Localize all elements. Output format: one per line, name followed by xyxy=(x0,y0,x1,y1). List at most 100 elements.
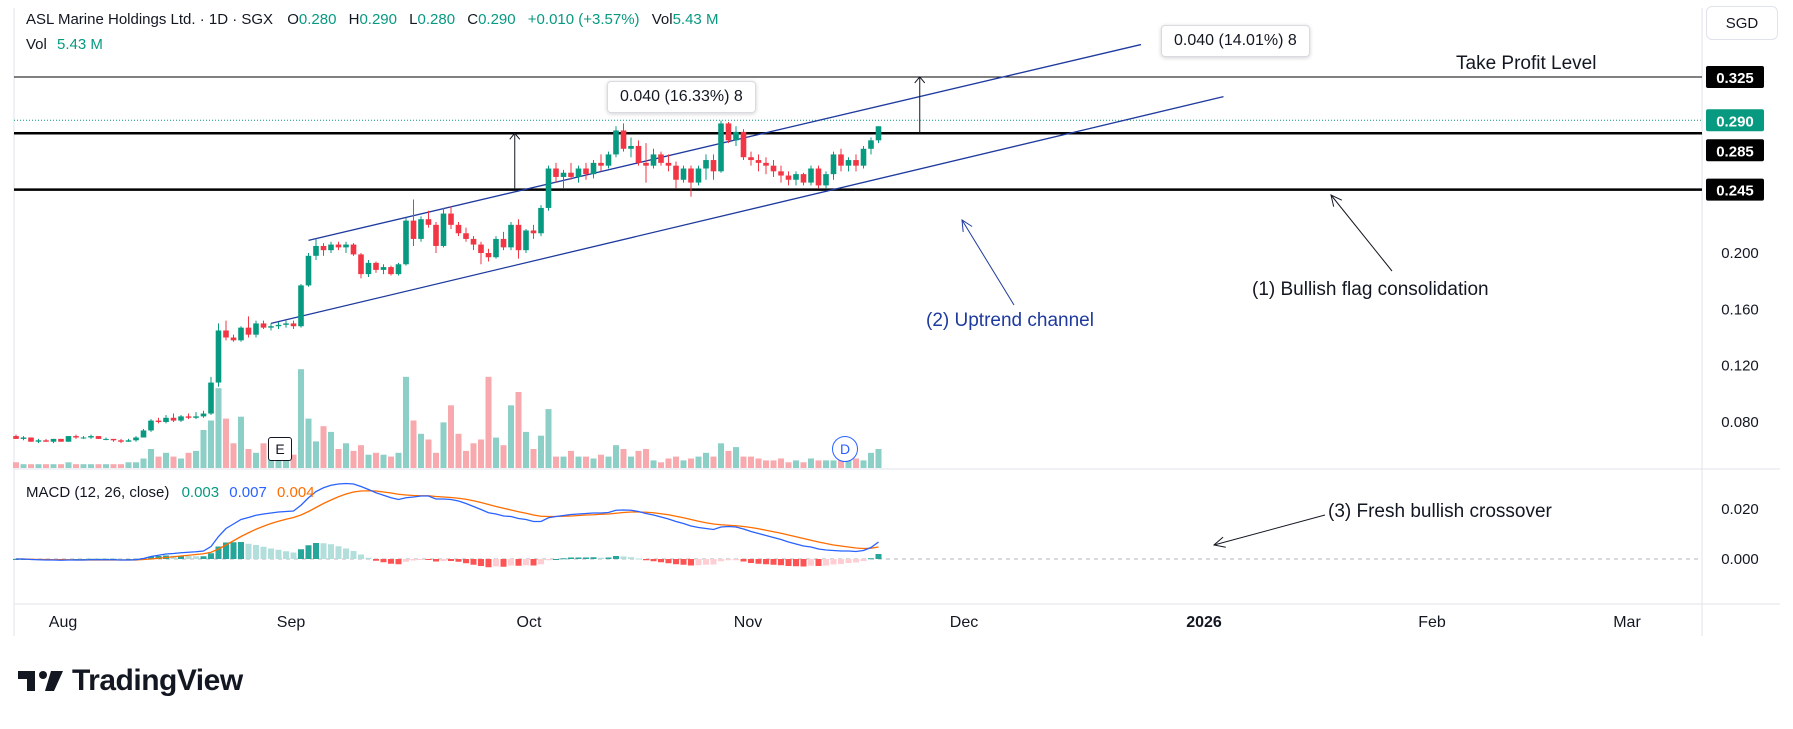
volume-bar xyxy=(73,464,79,468)
macd-histogram-bar xyxy=(733,559,739,561)
volume-bar xyxy=(650,460,657,468)
candle-body xyxy=(455,224,462,234)
macd-histogram-bar xyxy=(395,559,402,565)
annotation-arrows[interactable] xyxy=(961,194,1393,548)
candle-body xyxy=(793,174,799,180)
volume-bar xyxy=(320,426,327,468)
tradingview-logo-icon xyxy=(18,671,63,691)
macd-histogram-bar xyxy=(403,559,409,562)
macd-histogram-bar xyxy=(215,546,222,559)
volume-bar xyxy=(418,433,424,468)
macd-histogram-bar xyxy=(275,549,282,559)
uptrend-arrow xyxy=(961,219,1015,306)
candle-body xyxy=(260,323,267,328)
candle-body xyxy=(770,165,777,172)
candle-body xyxy=(95,436,102,439)
macd-histogram-bar xyxy=(725,559,732,561)
candle-body xyxy=(523,230,529,251)
volume-bar xyxy=(605,456,612,468)
horizontal-levels[interactable] xyxy=(14,76,1702,191)
measure-label-2[interactable]: 0.040 (14.01%) 8 xyxy=(1161,25,1310,57)
candle-body xyxy=(508,224,514,248)
volume-bar xyxy=(793,460,799,468)
candle-body xyxy=(328,244,334,251)
volume-bar xyxy=(463,450,469,468)
volume-bar xyxy=(200,430,207,468)
macd-histogram-bar xyxy=(463,559,469,564)
volume-bars xyxy=(13,369,882,468)
macd-legend[interactable]: MACD (12, 26, close) 0.003 0.007 0.004 xyxy=(26,484,315,501)
macd-histogram-bar xyxy=(193,556,199,559)
volume-bar xyxy=(88,464,94,468)
macd-histogram-bar xyxy=(680,559,687,565)
macd-histogram-bar xyxy=(418,559,424,560)
take-profit-label[interactable]: Take Profit Level xyxy=(1456,53,1597,74)
price-tick-label: 0.120 xyxy=(1721,358,1759,375)
earnings-marker[interactable]: E xyxy=(268,437,292,461)
macd-histogram-bar xyxy=(283,551,289,559)
macd-histogram-bar xyxy=(673,559,679,565)
volume-bar xyxy=(43,464,49,468)
volume-bar xyxy=(140,458,147,468)
volume-bar xyxy=(455,433,462,468)
volume-bar xyxy=(770,460,777,468)
candle-body xyxy=(268,326,274,328)
volume-legend-value: 5.43 M xyxy=(57,36,103,53)
volume-bar xyxy=(365,454,372,468)
macd-histogram-bar xyxy=(508,559,514,566)
candle-body xyxy=(560,172,567,177)
candle-body xyxy=(58,438,64,442)
candle-body xyxy=(290,323,297,327)
macd-histogram-bar xyxy=(538,559,544,565)
symbol-name[interactable]: ASL Marine Holdings Ltd. · 1D · SGX xyxy=(26,11,274,28)
volume-bar xyxy=(305,418,312,468)
symbol-header: ASL Marine Holdings Ltd. · 1D · SGX O0.2… xyxy=(26,11,718,28)
macd-histogram-bar xyxy=(740,559,747,562)
candle-body xyxy=(815,168,822,186)
bullish-flag-label[interactable]: (1) Bullish flag consolidation xyxy=(1252,279,1489,300)
volume-bar xyxy=(35,464,42,468)
candle-body xyxy=(695,168,702,183)
candle-body xyxy=(110,438,117,441)
macd-histogram-bar xyxy=(665,559,672,564)
dividend-marker[interactable]: D xyxy=(832,436,858,462)
macd-histogram-bar xyxy=(425,559,432,560)
measure-arrowhead xyxy=(509,132,521,140)
macd-histogram-bar xyxy=(320,543,327,559)
macd-histogram-bar xyxy=(845,559,852,563)
macd-histogram-bar xyxy=(335,546,342,559)
volume-bar xyxy=(343,443,349,468)
volume-bar xyxy=(358,445,364,468)
volume-bar xyxy=(515,392,522,468)
candle-body xyxy=(395,264,402,275)
tradingview-logo[interactable]: TradingView xyxy=(18,664,243,698)
macd-histogram-bar xyxy=(478,559,484,566)
volume-bar xyxy=(208,420,214,468)
candle-body xyxy=(313,245,319,256)
volume-bar xyxy=(313,441,319,468)
candle-body xyxy=(680,168,687,180)
macd-histogram-bar xyxy=(575,557,582,559)
candle-body xyxy=(118,440,124,442)
volume-bar xyxy=(103,464,109,468)
crossover-label[interactable]: (3) Fresh bullish crossover xyxy=(1328,501,1552,522)
volume-bar xyxy=(178,458,184,468)
candle-body xyxy=(388,267,394,275)
measure-tools[interactable] xyxy=(509,76,926,190)
candle-body xyxy=(703,160,709,169)
volume-bar xyxy=(755,458,762,468)
volume-bar xyxy=(110,464,117,468)
uptrend-label[interactable]: (2) Uptrend channel xyxy=(926,310,1094,331)
macd-histogram-bar xyxy=(433,559,439,562)
volume-legend[interactable]: Vol 5.43 M xyxy=(26,36,103,53)
open-label: O xyxy=(287,11,299,28)
candle-body xyxy=(20,437,27,439)
candle-body xyxy=(178,416,184,421)
measure-label-1[interactable]: 0.040 (16.33%) 8 xyxy=(607,81,756,113)
uptrend-channel[interactable] xyxy=(270,43,1224,325)
change-value: +0.010 (+3.57%) xyxy=(527,11,640,28)
macd-histogram-bar xyxy=(200,556,207,559)
macd-histogram-bar xyxy=(500,559,507,567)
currency-button[interactable]: SGD xyxy=(1706,6,1778,40)
